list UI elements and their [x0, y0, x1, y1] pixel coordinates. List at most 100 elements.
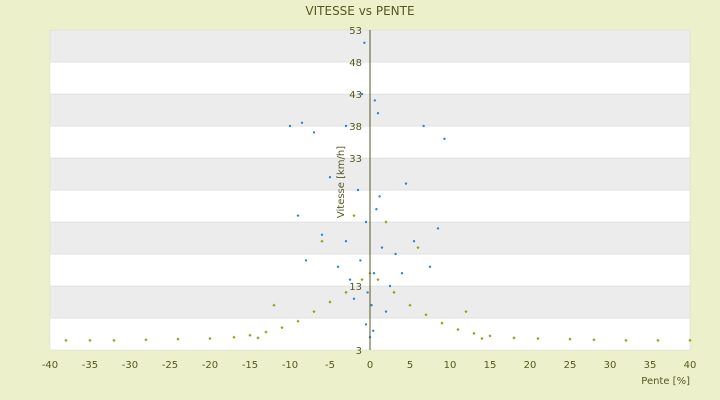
data-point — [384, 310, 388, 313]
x-tick-label: 5 — [407, 360, 413, 371]
x-tick-label: 30 — [604, 360, 617, 371]
data-point — [428, 265, 432, 268]
data-point — [380, 246, 384, 249]
data-point — [472, 331, 476, 335]
data-point — [456, 327, 460, 332]
x-tick-label: -25 — [162, 360, 178, 371]
data-point — [352, 214, 356, 218]
x-tick-label: 15 — [484, 360, 497, 371]
data-point — [356, 188, 360, 192]
data-point — [360, 92, 364, 96]
data-point — [320, 233, 324, 236]
data-point — [176, 337, 180, 341]
data-point — [280, 326, 284, 330]
data-point — [688, 338, 692, 342]
data-point — [592, 338, 596, 342]
y-tick-label: 48 — [349, 58, 362, 69]
x-tick-label: -15 — [242, 360, 258, 371]
data-point — [375, 208, 378, 211]
data-point — [336, 265, 340, 268]
y-tick-label: 33 — [349, 154, 362, 165]
data-point — [328, 176, 332, 179]
data-point — [568, 337, 572, 341]
data-point — [440, 321, 444, 325]
data-point — [364, 220, 368, 224]
data-point — [376, 278, 380, 282]
x-tick-label: -5 — [325, 360, 335, 371]
data-point — [378, 195, 381, 198]
data-point — [272, 303, 276, 307]
data-point — [424, 313, 428, 317]
data-point — [656, 338, 660, 342]
y-tick-label: 13 — [349, 282, 362, 293]
x-tick-label: -35 — [82, 360, 98, 371]
data-point — [248, 333, 252, 337]
data-point — [370, 304, 373, 307]
data-point — [360, 278, 364, 282]
x-tick-label: -10 — [282, 360, 298, 371]
data-point — [88, 338, 92, 342]
data-point — [404, 182, 408, 185]
y-tick-label: 38 — [349, 122, 362, 133]
data-point — [112, 338, 116, 342]
x-tick-label: -20 — [202, 360, 218, 371]
data-point — [388, 284, 392, 288]
data-point — [400, 272, 404, 275]
data-point — [436, 227, 440, 230]
data-point — [144, 338, 148, 342]
data-point — [464, 310, 468, 314]
x-tick-label: 0 — [367, 360, 373, 371]
x-tick-label: 10 — [444, 360, 457, 371]
data-point — [412, 240, 416, 243]
x-tick-label: 35 — [644, 360, 657, 371]
x-tick-label: -30 — [122, 360, 138, 371]
data-point — [422, 124, 425, 128]
data-point — [256, 336, 260, 340]
y-tick-label: 3 — [356, 346, 362, 357]
x-tick-label: 25 — [564, 360, 577, 371]
data-point — [288, 124, 292, 128]
data-point — [363, 41, 366, 44]
data-point — [304, 259, 308, 262]
x-tick-label: -40 — [42, 360, 58, 371]
data-point — [312, 310, 316, 314]
data-point — [348, 278, 352, 281]
y-tick-label: 43 — [349, 90, 362, 101]
x-tick-label: 20 — [524, 360, 537, 371]
data-point — [264, 330, 268, 334]
data-point — [416, 246, 420, 250]
data-point — [366, 291, 369, 294]
data-point — [344, 240, 348, 243]
data-point — [372, 272, 376, 275]
data-point — [352, 297, 356, 300]
chart-title: VITESSE vs PENTE — [305, 4, 414, 18]
data-point — [312, 131, 316, 134]
data-point — [208, 336, 212, 341]
x-tick-label: 40 — [684, 360, 697, 371]
data-point — [512, 336, 516, 340]
data-point — [376, 112, 380, 115]
data-point — [296, 319, 300, 323]
data-points — [64, 41, 692, 342]
data-point — [443, 137, 446, 140]
data-point — [344, 124, 348, 128]
data-point — [300, 121, 304, 125]
data-point — [536, 336, 540, 341]
x-axis-label: Pente [%] — [641, 376, 690, 387]
data-point — [359, 259, 362, 262]
data-point — [408, 303, 412, 307]
data-point — [364, 323, 368, 326]
data-point — [344, 290, 348, 294]
y-tick-label: 53 — [349, 26, 362, 37]
data-point — [64, 338, 68, 342]
data-point — [480, 336, 484, 341]
data-point — [373, 99, 376, 102]
data-point — [328, 300, 332, 304]
y-axis: 3 13 33 38 43 48 53 — [349, 26, 371, 357]
data-point — [320, 239, 324, 243]
x-axis: -40 -35 -30 -25 -20 -15 -10 -5 0 5 10 15 20 25 30 35 40 — [42, 360, 697, 371]
data-point — [232, 335, 236, 339]
data-point — [394, 252, 397, 256]
